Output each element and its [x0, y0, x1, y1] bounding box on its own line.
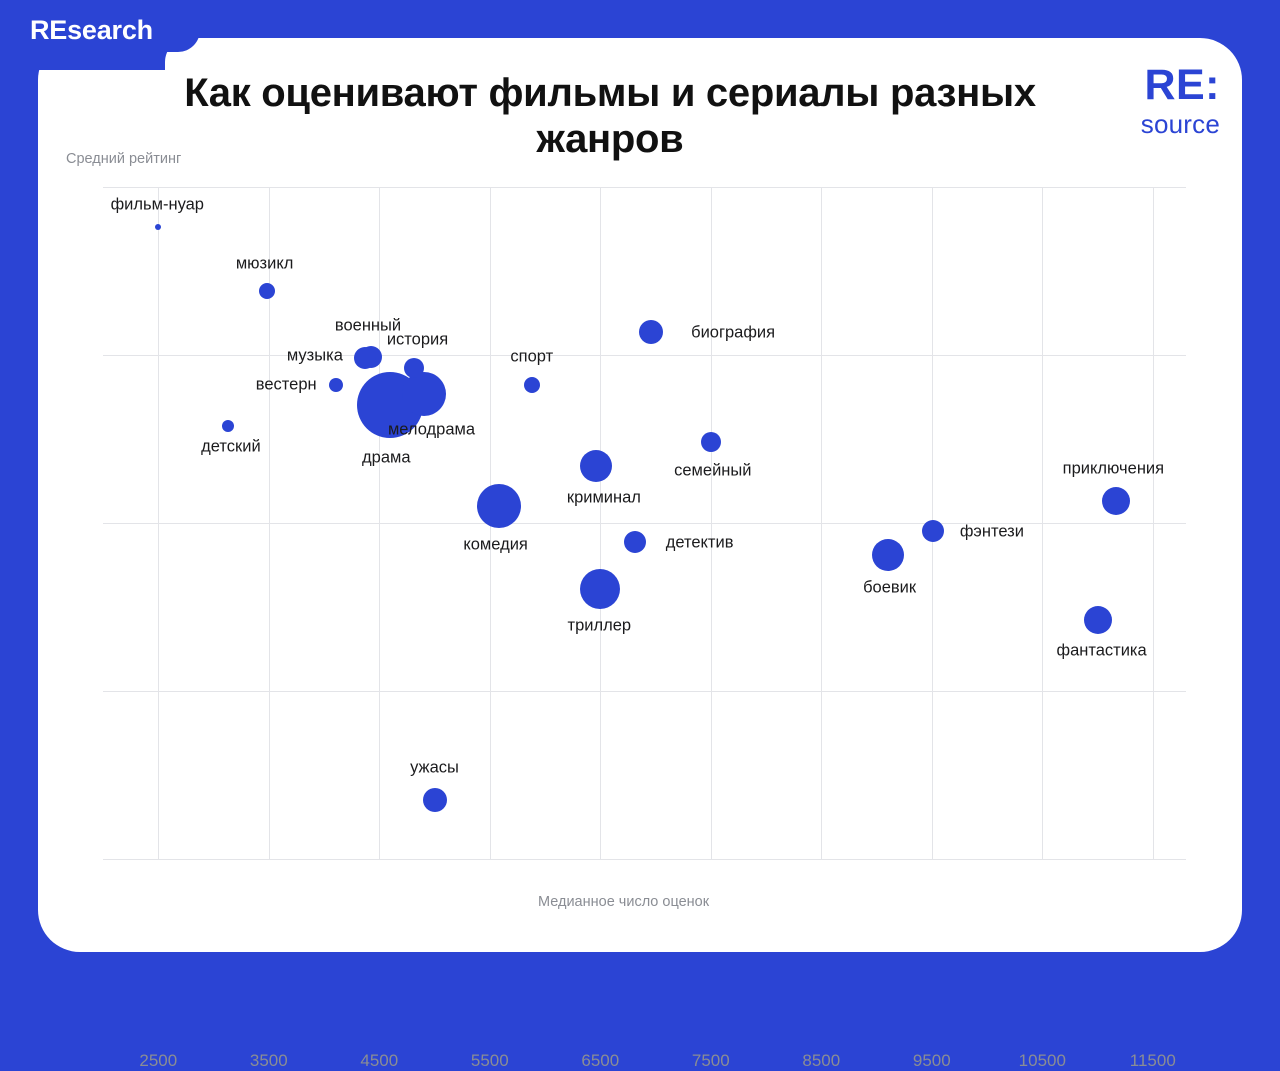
data-bubble[interactable] [403, 358, 424, 379]
x-axis-tick: 5500 [470, 1051, 509, 1070]
poster-canvas: REsearch RE: source Как оценивают фильмы… [0, 0, 1242, 1070]
x-axis-label: Медианное число оценок [538, 894, 710, 910]
x-axis-tick: 9500 [912, 1051, 951, 1070]
bubble-label: фэнтези [959, 522, 1024, 541]
data-bubble[interactable] [700, 432, 721, 453]
chart-card [38, 38, 1242, 952]
x-axis-tick: 6500 [581, 1051, 620, 1070]
bubble-chart: Средний рейтинг Медианное число оценок 2… [66, 151, 1186, 1070]
data-bubble[interactable] [221, 419, 234, 432]
bubble-label: боевик [863, 578, 917, 597]
data-bubble[interactable] [921, 520, 944, 543]
logo-sub-text: source [1140, 109, 1220, 139]
y-axis-label: Средний рейтинг [66, 151, 182, 167]
bubble-label: криминал [566, 488, 641, 507]
data-bubble[interactable] [353, 347, 376, 370]
data-bubble[interactable] [422, 788, 447, 813]
data-bubble[interactable] [155, 224, 162, 231]
bubble-label: триллер [567, 616, 632, 634]
bubble-label: ужасы [410, 758, 459, 777]
bubble-label: детектив [665, 533, 734, 551]
data-bubble[interactable] [639, 319, 664, 344]
bubble-label: фильм-нуар [110, 195, 204, 214]
bubble-label: военный [334, 316, 402, 335]
gridline-horizontal [103, 355, 1186, 356]
x-axis-tick: 11500 [1129, 1051, 1176, 1070]
x-axis-tick: 3500 [249, 1051, 288, 1070]
bubble-label: спорт [510, 347, 554, 366]
bubble-label: семейный [674, 461, 752, 480]
data-bubble[interactable] [401, 371, 446, 416]
gridline-horizontal [103, 187, 1186, 188]
bubble-label: фантастика [1056, 641, 1147, 660]
data-bubble[interactable] [329, 378, 344, 393]
data-bubble[interactable] [258, 283, 275, 300]
brand-tab[interactable]: REsearch [0, 0, 200, 52]
logo: RE: source [1140, 61, 1220, 139]
gridline-horizontal [103, 691, 1186, 692]
data-bubble[interactable] [579, 449, 612, 482]
plot-area: 2500 3500 4500 5500 6500 7500 8500 9500 10500 115… [103, 187, 1186, 1070]
x-axis-tick: 10500 [1018, 1051, 1066, 1070]
bubble-label: история [386, 330, 449, 349]
gridline-horizontal [103, 859, 1186, 860]
bubble-label: комедия [463, 535, 528, 554]
data-bubble[interactable] [1083, 606, 1112, 635]
page-title: Как оценивают фильмы и сериалы разных жа… [184, 71, 1036, 162]
bubble-label: мелодрама [387, 420, 476, 439]
data-bubble[interactable] [1102, 487, 1131, 516]
bubble-label: приключения [1062, 459, 1165, 478]
data-bubble[interactable] [623, 530, 646, 553]
x-axis-tick: 7500 [691, 1051, 730, 1070]
bubble-label: детский [201, 437, 261, 456]
data-bubble[interactable] [523, 377, 540, 394]
bubble-label: биография [691, 323, 776, 341]
x-axis-tick: 2500 [139, 1051, 178, 1070]
bubble-label: музыка [286, 346, 343, 365]
bubble-label: вестерн [255, 375, 317, 394]
logo-main-text: RE: [1144, 61, 1220, 109]
bubble-label: мюзикл [235, 254, 294, 273]
gridline-horizontal [103, 523, 1186, 524]
data-bubble[interactable] [476, 484, 521, 529]
x-axis-tick: 4500 [360, 1051, 399, 1070]
bubble-label: драма [362, 448, 411, 467]
data-bubble[interactable] [871, 538, 904, 571]
brand-tab-label: REsearch [30, 15, 153, 45]
x-axis-tick: 8500 [802, 1051, 841, 1070]
data-bubble[interactable] [580, 568, 621, 609]
